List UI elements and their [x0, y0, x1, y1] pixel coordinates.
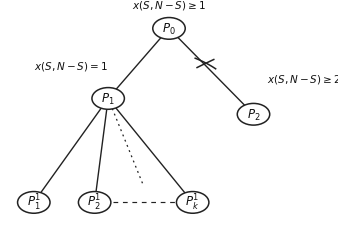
Circle shape [237, 104, 270, 126]
Text: $P_0$: $P_0$ [162, 22, 176, 37]
Text: $P_1^1$: $P_1^1$ [27, 193, 41, 212]
Text: $P_2$: $P_2$ [247, 107, 260, 122]
Circle shape [78, 192, 111, 213]
Text: $x(S, N-S) \geq 2$: $x(S, N-S) \geq 2$ [267, 72, 338, 85]
Circle shape [176, 192, 209, 213]
Text: $P_1$: $P_1$ [101, 92, 115, 106]
Circle shape [153, 18, 185, 40]
Text: $x(S, N-S) = 1$: $x(S, N-S) = 1$ [34, 60, 108, 73]
Circle shape [92, 88, 124, 110]
Text: $x(S, N-S) \geq 1$: $x(S, N-S) \geq 1$ [132, 0, 206, 12]
Circle shape [18, 192, 50, 213]
Text: $P_2^1$: $P_2^1$ [88, 193, 102, 212]
Text: $P_k^1$: $P_k^1$ [186, 192, 200, 213]
